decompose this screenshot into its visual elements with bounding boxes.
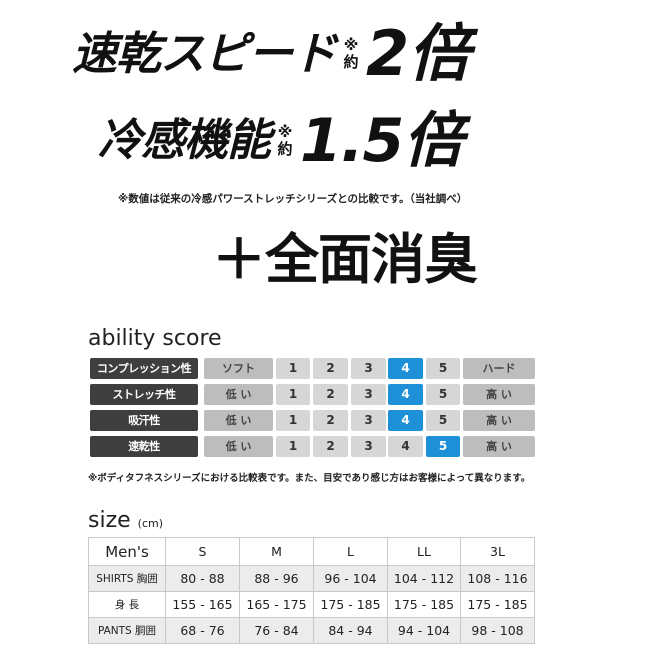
headline-speed: 速乾スピード — [72, 27, 337, 80]
ability-score-cell: 1 — [276, 436, 310, 457]
ability-score-cell: 2 — [313, 436, 348, 457]
comparison-note: ※数値は従来の冷感パワーストレッチシリーズとの比較です。（当社調べ） — [118, 193, 468, 205]
ability-low-label: ソフト — [204, 358, 273, 379]
size-title-text: size — [88, 508, 131, 533]
speed-value: 2倍 — [366, 17, 470, 90]
ability-score-cell: 1 — [276, 358, 310, 379]
size-cell: 96 - 104 — [313, 565, 388, 592]
ability-low-label: 低 い — [204, 436, 273, 457]
size-row: 身 長 155 - 165 165 - 175 175 - 185 175 - 185 1… — [88, 591, 535, 618]
size-cell: 3L — [460, 537, 535, 566]
size-row-header: SHIRTS 胸囲 — [88, 565, 166, 592]
size-cell: 94 - 104 — [387, 617, 461, 644]
ability-row-label: コンプレッション性 — [90, 358, 198, 379]
size-title: size (cm) — [88, 508, 163, 533]
size-cell: 68 - 76 — [165, 617, 240, 644]
size-row: PANTS 胴囲 68 - 76 76 - 84 84 - 94 94 - 104 98 … — [88, 617, 535, 644]
about-label: 約 — [343, 53, 359, 71]
ability-high-label: 高 い — [463, 436, 535, 457]
ability-high-label: ハード — [463, 358, 535, 379]
ability-row-label: 吸汗性 — [90, 410, 198, 431]
ability-score-cell: 4 — [388, 436, 423, 457]
size-cell: 88 - 96 — [239, 565, 314, 592]
size-cell: 80 - 88 — [165, 565, 240, 592]
headline-cooling: 冷感機能 — [98, 115, 271, 166]
size-cell: 175 - 185 — [387, 591, 461, 618]
about-label: 約 — [277, 140, 293, 158]
note-mark-stack: ※ 約 — [342, 37, 360, 71]
ability-score-cell: 2 — [313, 384, 348, 405]
note-mark: ※ — [343, 36, 359, 54]
ability-score-cell: 3 — [351, 410, 386, 431]
size-cell: 76 - 84 — [239, 617, 314, 644]
size-table: Men's S M L LL 3L SHIRTS 胸囲 80 - 88 88 - 96 96 - … — [88, 537, 535, 644]
size-cell: 104 - 112 — [387, 565, 461, 592]
ability-row-label: 速乾性 — [90, 436, 198, 457]
size-cell: 155 - 165 — [165, 591, 240, 618]
size-cell: L — [313, 537, 388, 566]
ability-score-selected: 4 — [388, 410, 423, 431]
size-cell: 165 - 175 — [239, 591, 314, 618]
size-cell: M — [239, 537, 314, 566]
size-cell: 84 - 94 — [313, 617, 388, 644]
ability-score-cell: 3 — [351, 436, 386, 457]
size-cell: 175 - 185 — [460, 591, 535, 618]
ability-low-label: 低 い — [204, 384, 273, 405]
size-row-header: PANTS 胴囲 — [88, 617, 166, 644]
note-mark-stack: ※ 約 — [276, 124, 294, 158]
deodorant-headline: ＋全面消臭 — [212, 228, 478, 291]
size-header-row: Men's S M L LL 3L — [88, 537, 535, 566]
size-cell: 175 - 185 — [313, 591, 388, 618]
note-mark: ※ — [277, 123, 293, 141]
ability-score-cell: 5 — [426, 410, 460, 431]
ability-score-selected: 4 — [388, 358, 423, 379]
cooling-value: 1.5倍 — [300, 106, 463, 176]
ability-footnote: ※ボディタフネスシリーズにおける比較表です。また、目安であり感じ方はお客様によっ… — [88, 473, 531, 484]
ability-low-label: 低 い — [204, 410, 273, 431]
ability-high-label: 高 い — [463, 384, 535, 405]
ability-row-label: ストレッチ性 — [90, 384, 198, 405]
ability-score-cell: 1 — [276, 410, 310, 431]
ability-score-cell: 3 — [351, 358, 386, 379]
ability-score-cell: 1 — [276, 384, 310, 405]
ability-score-selected: 5 — [426, 436, 460, 457]
ability-score-cell: 5 — [426, 384, 460, 405]
size-row: SHIRTS 胸囲 80 - 88 88 - 96 96 - 104 104 - 112… — [88, 565, 535, 592]
size-cell: S — [165, 537, 240, 566]
ability-score-cell: 2 — [313, 410, 348, 431]
ability-score-cell: 5 — [426, 358, 460, 379]
headline-row-cooling: 冷感機能 ※ 約 1.5倍 — [98, 102, 463, 180]
size-row-header: Men's — [88, 537, 166, 566]
ability-score-title: ability score — [88, 326, 222, 351]
size-cell: 98 - 108 — [460, 617, 535, 644]
ability-score-cell: 3 — [351, 384, 386, 405]
headline-row-speed: 速乾スピード ※ 約 2倍 — [72, 14, 470, 94]
size-unit: (cm) — [137, 517, 164, 530]
ability-score-selected: 4 — [388, 384, 423, 405]
ability-score-cell: 2 — [313, 358, 348, 379]
size-row-header: 身 長 — [88, 591, 166, 618]
size-cell: LL — [387, 537, 461, 566]
size-cell: 108 - 116 — [460, 565, 535, 592]
ability-high-label: 高 い — [463, 410, 535, 431]
